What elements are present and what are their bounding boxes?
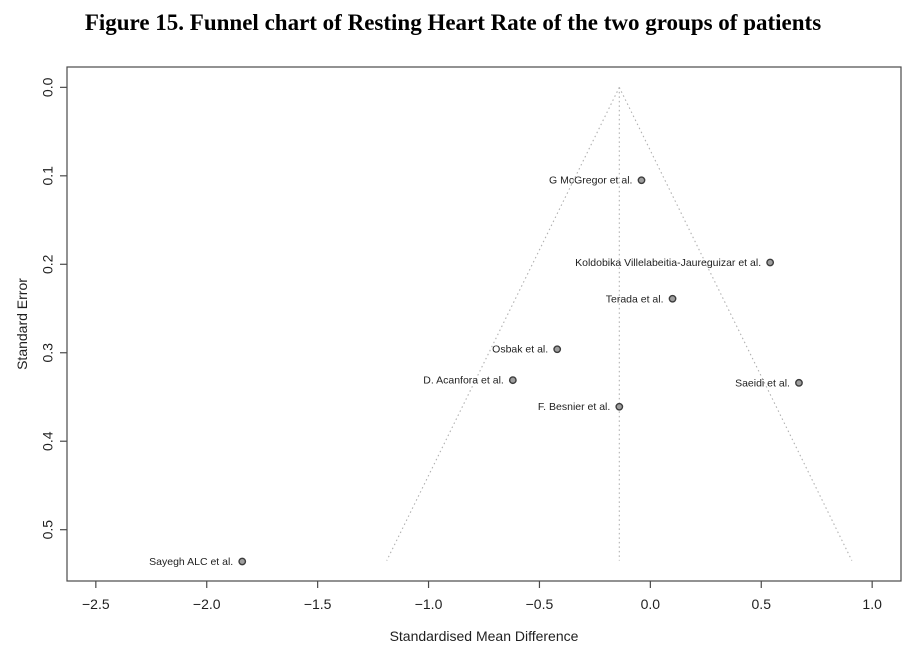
study-data-point bbox=[553, 345, 562, 354]
x-axis-ticks: −2.5 −2.0 −1.5 −1.0 −0.5 0.0 0.5 1.0 bbox=[82, 581, 882, 612]
x-tick-label: −2.0 bbox=[193, 596, 221, 612]
study-label: G McGregor et al. bbox=[549, 175, 632, 187]
study-label: Saeidi et al. bbox=[735, 377, 790, 389]
funnel-lines bbox=[386, 87, 853, 561]
plot-area-border bbox=[66, 66, 902, 582]
x-tick-label: −0.5 bbox=[526, 596, 554, 612]
study-label: Sayegh ALC et al. bbox=[149, 556, 233, 568]
funnel-left-edge-line bbox=[386, 87, 620, 561]
x-axis-title: Standardised Mean Difference bbox=[390, 628, 579, 644]
study-label: Koldobika Villelabeitia-Jaureguizar et a… bbox=[575, 257, 761, 269]
figure-title: Figure 15. Funnel chart of Resting Heart… bbox=[85, 10, 821, 35]
x-tick-label: −1.0 bbox=[415, 596, 443, 612]
study-data-point bbox=[508, 376, 517, 385]
x-tick-label: −1.5 bbox=[304, 596, 332, 612]
study-data-point bbox=[766, 258, 775, 267]
x-tick-label: 0.0 bbox=[641, 596, 661, 612]
study-data-point bbox=[795, 378, 803, 387]
study-data-point bbox=[238, 557, 247, 566]
study-label: Osbak et al. bbox=[492, 344, 548, 356]
y-tick-label: 0.0 bbox=[40, 77, 56, 97]
funnel-right-edge-line bbox=[618, 87, 853, 561]
x-tick-label: 1.0 bbox=[862, 596, 882, 612]
y-axis-title: Standard Error bbox=[14, 278, 30, 370]
study-data-point bbox=[668, 294, 677, 303]
study-label: F. Besnier et al. bbox=[538, 401, 610, 413]
study-data-point bbox=[615, 402, 624, 411]
study-label: D. Acanfora et al. bbox=[423, 375, 504, 387]
x-tick-label: 0.5 bbox=[752, 596, 772, 612]
y-tick-label: 0.1 bbox=[40, 166, 56, 186]
y-tick-label: 0.5 bbox=[40, 520, 56, 540]
y-tick-label: 0.4 bbox=[40, 431, 56, 451]
x-tick-label: −2.5 bbox=[82, 596, 110, 612]
study-label: Terada et al. bbox=[606, 293, 664, 305]
y-axis-ticks: 0.0 0.1 0.2 0.3 0.4 0.5 bbox=[40, 77, 67, 540]
study-data-point bbox=[637, 176, 646, 185]
y-tick-label: 0.3 bbox=[40, 343, 56, 363]
data-points: G McGregor et al. Koldobika Villelabeitia… bbox=[149, 175, 803, 568]
y-tick-label: 0.2 bbox=[40, 254, 56, 274]
